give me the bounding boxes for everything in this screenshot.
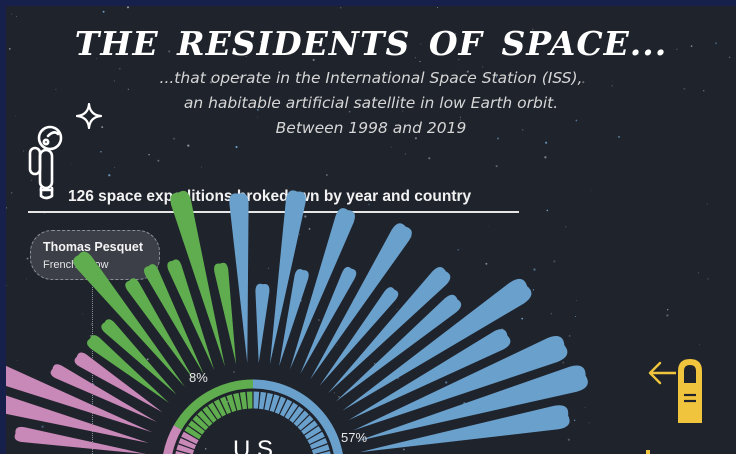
inner-ring-tick (307, 431, 325, 445)
section-heading: 126 space expeditions brokedown by year … (68, 188, 472, 205)
petal (279, 269, 309, 367)
petal (310, 223, 412, 380)
subtitle-line-1: ...that operate in the International Spa… (159, 69, 583, 87)
ring-label-green: 8% (189, 370, 208, 385)
inner-ring-tick (197, 410, 213, 427)
inner-ring-tick (264, 392, 273, 411)
inner-ring-tick (269, 394, 280, 413)
inner-ring-tick (233, 392, 242, 411)
radial-expeditions-chart[interactable] (6, 6, 736, 454)
petal (342, 278, 532, 411)
inner-ring-tick (213, 399, 227, 417)
inner-ring-tick (309, 438, 328, 450)
petal (74, 352, 163, 413)
petal (319, 287, 399, 386)
sparkle-star-icon (76, 103, 102, 129)
inner-ring-tick (175, 451, 188, 454)
petal (289, 208, 355, 370)
inner-ring-tick (318, 451, 331, 454)
inner-ring-tick (202, 406, 217, 423)
petal (359, 405, 570, 453)
outer-ring-segment (163, 425, 182, 454)
inner-ring-tick (311, 444, 330, 454)
inner-ring-tick (301, 420, 318, 435)
inner-ring-tick (274, 396, 286, 415)
inner-ring-tick (293, 410, 309, 427)
inner-ring-tick (178, 438, 197, 450)
tooltip-name: Thomas Pesquet (43, 240, 144, 254)
petal (6, 365, 153, 433)
petal (6, 395, 149, 443)
chart-center-label: U.S (233, 436, 274, 454)
petal (229, 193, 249, 364)
petal (144, 264, 204, 375)
inner-ring-tick (207, 402, 222, 420)
swipe-left-finger-icon[interactable] (646, 353, 706, 423)
partial-yellow-label (646, 450, 650, 454)
petal (125, 278, 195, 381)
inner-ring-tick (181, 431, 199, 445)
inner-ring-tick (304, 425, 322, 440)
inner-ring-tick (188, 420, 205, 435)
page-title: THE RESIDENTS OF SPACE... (74, 24, 668, 63)
petal (356, 365, 588, 442)
inner-ring-tick (220, 396, 232, 415)
petal (269, 190, 306, 365)
astronaut-icon (28, 125, 63, 200)
petal (348, 329, 511, 421)
petal (255, 283, 270, 364)
inner-ring-tick (284, 402, 299, 420)
ring-label-usa: 57% (341, 430, 368, 445)
subtitle-line-2: an habitable artificial satellite in low… (183, 94, 559, 112)
inner-ring-tick (279, 399, 293, 417)
inner-ring-tick (192, 415, 209, 431)
inner-ring-tick (184, 425, 202, 440)
outer-ring-segment (173, 379, 254, 430)
outer-ring-segment (252, 379, 343, 454)
heading-underline (28, 211, 519, 213)
petal (87, 335, 170, 403)
inner-ring-tick (297, 415, 314, 431)
inner-ring-tick (226, 394, 237, 413)
dashboard-canvas: THE RESIDENTS OF SPACE... ...that operat… (6, 6, 736, 454)
petal (353, 336, 568, 431)
petal (73, 251, 185, 388)
inner-ring-tick (258, 391, 267, 410)
petal (167, 259, 215, 371)
petal (335, 294, 462, 402)
petal (101, 319, 177, 395)
petal (50, 364, 157, 422)
inner-ring-tick (289, 406, 304, 423)
subtitle-line-3: Between 1998 and 2019 (275, 119, 467, 137)
petal (14, 426, 146, 454)
inner-ring-tick (239, 391, 248, 410)
petal (170, 190, 225, 367)
petal (328, 266, 451, 394)
inner-ring-tick (176, 444, 195, 454)
petal (300, 266, 357, 374)
petal (214, 262, 237, 365)
